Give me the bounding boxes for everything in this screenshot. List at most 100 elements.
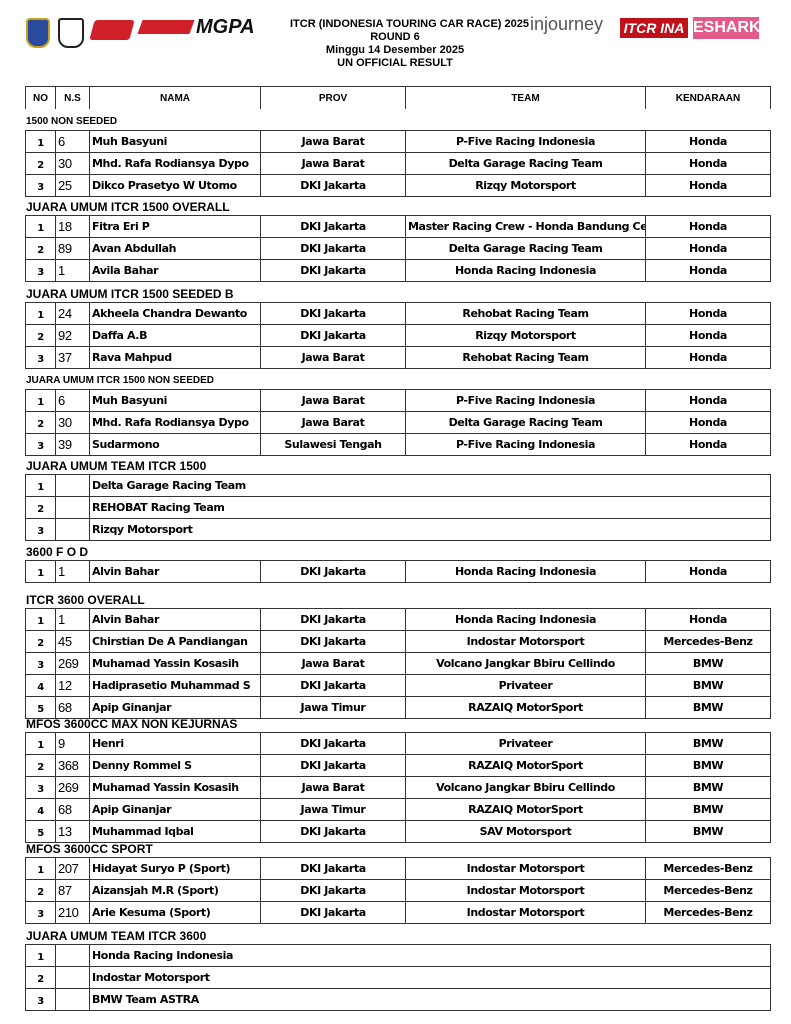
province-cell: DKI Jakarta [260, 259, 406, 282]
position-cell: 1 [25, 944, 56, 967]
table-row: 1 1 Alvin Bahar DKI Jakarta Honda Racing Ind… [25, 560, 771, 583]
result-section: MFOS 3600CC MAX NON KEJURNAS 1 9 Henri DKI J… [25, 716, 771, 843]
number-cell: 18 [55, 215, 90, 238]
number-cell: 1 [55, 560, 90, 583]
team-cell: RAZAIQ MotorSport [405, 754, 646, 777]
table-row: 2 368 Denny Rommel S DKI Jakarta RAZAIQ Moto… [25, 754, 771, 777]
team-cell: Indostar Motorsport [405, 857, 646, 880]
table-row: 2 REHOBAT Racing Team [25, 496, 772, 519]
position-cell: 4 [25, 798, 56, 821]
name-cell: Mhd. Rafa Rodiansya Dypo [89, 152, 261, 175]
column-header-2: NAMA [89, 86, 261, 109]
name-cell: Dikco Prasetyo W Utomo [89, 174, 261, 197]
number-cell: 92 [55, 324, 90, 347]
column-header-3: PROV [260, 86, 406, 109]
table-row: 1 24 Akheela Chandra Dewanto DKI Jakarta Reh… [25, 302, 771, 325]
team-cell: P-Five Racing Indonesia [405, 389, 646, 412]
province-cell: Jawa Barat [260, 411, 406, 434]
province-cell: Jawa Barat [260, 130, 406, 153]
vehicle-cell: BMW [645, 776, 771, 799]
table-row: 2 Indostar Motorsport [25, 966, 772, 989]
position-cell: 5 [25, 820, 56, 843]
name-cell: Alvin Bahar [89, 608, 261, 631]
vehicle-cell: Honda [645, 411, 771, 434]
vehicle-cell: BMW [645, 754, 771, 777]
position-cell: 1 [25, 215, 56, 238]
name-cell: Aizansjah M.R (Sport) [89, 879, 261, 902]
province-cell: Jawa Barat [260, 389, 406, 412]
province-cell: Jawa Timur [260, 798, 406, 821]
result-section: MFOS 3600CC SPORT 1 207 Hidayat Suryo P (Sp… [25, 841, 771, 924]
team-cell: BMW Team ASTRA [88, 988, 772, 1011]
name-cell: Henri [89, 732, 261, 755]
vehicle-cell: Honda [645, 130, 771, 153]
table-row: 3 25 Dikco Prasetyo W Utomo DKI Jakarta Rizq… [25, 174, 771, 197]
table-row: 1 9 Henri DKI Jakarta Privateer BMW [25, 732, 771, 755]
province-cell: Sulawesi Tengah [260, 433, 406, 456]
logo-injourney: injourney [530, 14, 604, 34]
team-cell: RAZAIQ MotorSport [405, 798, 646, 821]
position-cell: 1 [25, 389, 56, 412]
position-cell: 1 [25, 474, 56, 497]
number-cell [55, 474, 90, 497]
table-row: 3 1 Avila Bahar DKI Jakarta Honda Racing Ind… [25, 259, 771, 282]
position-cell: 1 [25, 857, 56, 880]
team-cell: Rizqy Motorsport [405, 174, 646, 197]
section-title: JUARA UMUM ITCR 1500 OVERALL [26, 200, 230, 214]
vehicle-cell: Honda [645, 237, 771, 260]
province-cell: DKI Jakarta [260, 754, 406, 777]
number-cell: 68 [55, 798, 90, 821]
column-header-4: TEAM [405, 86, 646, 109]
number-cell [55, 496, 90, 519]
name-cell: Muh Basyuni [89, 389, 261, 412]
province-cell: Jawa Barat [260, 652, 406, 675]
position-cell: 2 [25, 237, 56, 260]
position-cell: 3 [25, 259, 56, 282]
result-section: 3600 F O D 1 1 Alvin Bahar DKI Jakarta Honda … [25, 544, 771, 583]
team-cell: RAZAIQ MotorSport [405, 696, 646, 719]
name-cell: Muhammad Iqbal [89, 820, 261, 843]
team-cell: Volcano Jangkar Bbiru Cellindo [405, 776, 646, 799]
team-cell: P-Five Racing Indonesia [405, 433, 646, 456]
logo-sponsor [137, 20, 195, 34]
column-header-5: KENDARAAN [645, 86, 771, 109]
team-cell: SAV Motorsport [405, 820, 646, 843]
position-cell: 3 [25, 901, 56, 924]
number-cell: 1 [55, 608, 90, 631]
vehicle-cell: BMW [645, 820, 771, 843]
name-cell: Denny Rommel S [89, 754, 261, 777]
table-row: 3 269 Muhamad Yassin Kosasih Jawa Barat Volc… [25, 652, 771, 675]
name-cell: Sudarmono [89, 433, 261, 456]
result-section: JUARA UMUM ITCR 1500 OVERALL 1 18 Fitra Eri… [25, 199, 771, 282]
name-cell: Chirstian De A Pandiangan [89, 630, 261, 653]
number-cell: 24 [55, 302, 90, 325]
table-row: 2 30 Mhd. Rafa Rodiansya Dypo Jawa Barat Del… [25, 152, 771, 175]
team-cell: Privateer [405, 732, 646, 755]
table-row: 4 12 Hadiprasetio Muhammad S DKI Jakarta Pri… [25, 674, 771, 697]
province-cell: DKI Jakarta [260, 560, 406, 583]
column-header-1: N.S [55, 86, 90, 109]
result-section: 1500 NON SEEDED 1 6 Muh Basyuni Jawa Barat P-… [25, 114, 771, 197]
table-row: 2 87 Aizansjah M.R (Sport) DKI Jakarta Indos… [25, 879, 771, 902]
province-cell: DKI Jakarta [260, 302, 406, 325]
vehicle-cell: BMW [645, 798, 771, 821]
vehicle-cell: Mercedes-Benz [645, 630, 771, 653]
vehicle-cell: Honda [645, 215, 771, 238]
team-cell: Rizqy Motorsport [88, 518, 772, 541]
table-row: 1 6 Muh Basyuni Jawa Barat P-Five Racing Ind… [25, 130, 771, 153]
name-cell: Akheela Chandra Dewanto [89, 302, 261, 325]
table-row: 2 45 Chirstian De A Pandiangan DKI Jakarta I… [25, 630, 771, 653]
number-cell [55, 944, 90, 967]
position-cell: 1 [25, 560, 56, 583]
number-cell: 89 [55, 237, 90, 260]
event-title: ITCR (INDONESIA TOURING CAR RACE) 2025 [290, 18, 529, 30]
team-cell: Indostar Motorsport [405, 901, 646, 924]
province-cell: DKI Jakarta [260, 174, 406, 197]
section-title: JUARA UMUM TEAM ITCR 1500 [26, 459, 207, 473]
name-cell: Rava Mahpud [89, 346, 261, 369]
number-cell [55, 988, 90, 1011]
team-cell: Honda Racing Indonesia [405, 608, 646, 631]
vehicle-cell: BMW [645, 732, 771, 755]
name-cell: Muhamad Yassin Kosasih [89, 776, 261, 799]
name-cell: Avila Bahar [89, 259, 261, 282]
